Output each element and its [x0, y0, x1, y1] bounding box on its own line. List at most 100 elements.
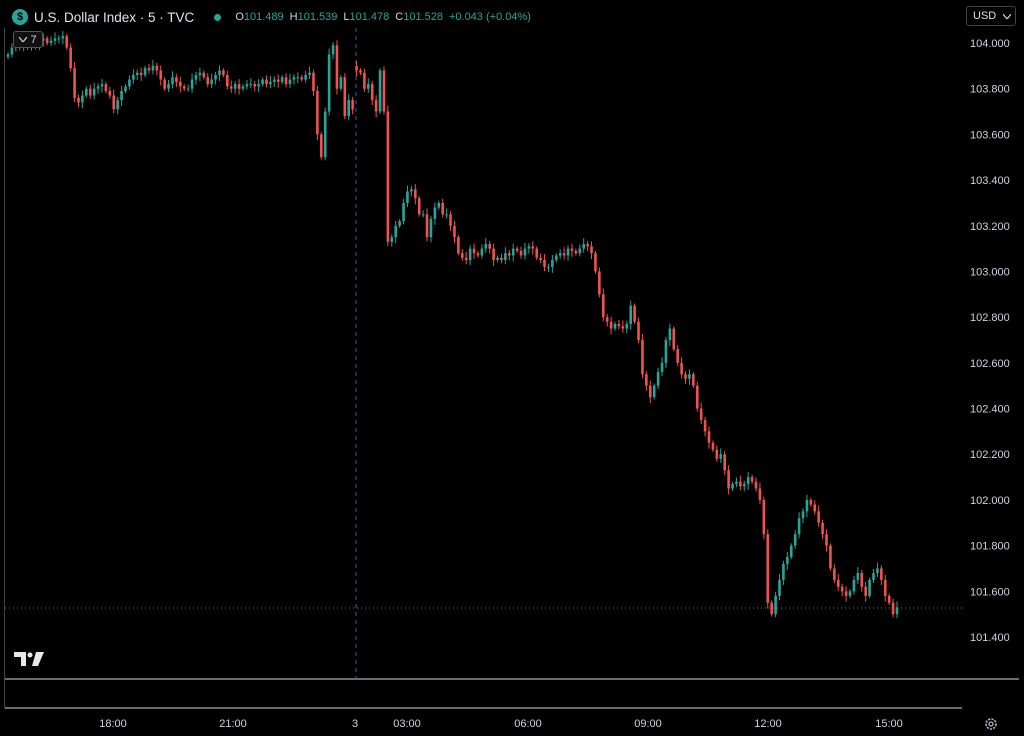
candle-down: [727, 470, 730, 489]
candle-down: [860, 573, 864, 587]
market-status-dot: [214, 13, 222, 21]
candle-down: [222, 70, 225, 75]
candle-down: [617, 324, 621, 327]
candle-down: [363, 72, 366, 89]
candle-down: [359, 70, 362, 73]
currency-select[interactable]: USD: [966, 6, 1016, 26]
candle-up: [85, 88, 88, 96]
candle-up: [805, 499, 809, 512]
candle-up: [421, 214, 425, 216]
indicator-count: 7: [30, 33, 37, 46]
candle-up: [96, 86, 100, 89]
candle-down: [276, 79, 280, 82]
candle-up: [468, 248, 472, 261]
x-tick-label: 18:00: [99, 718, 127, 730]
indicators-toggle[interactable]: 7: [13, 31, 43, 48]
y-tick-label: 103.600: [970, 129, 1010, 141]
candle-up: [480, 248, 484, 256]
settings-gear-icon[interactable]: [983, 716, 999, 732]
candle-down: [762, 499, 766, 535]
candle-down: [253, 84, 257, 87]
candle-down: [695, 385, 699, 409]
candle-down: [723, 454, 726, 471]
candle-up: [688, 374, 691, 379]
candle-up: [433, 207, 437, 219]
candle-down: [229, 86, 233, 89]
candle-up: [547, 266, 550, 268]
candle-up: [437, 202, 441, 208]
candle-down: [633, 305, 636, 322]
x-tick-label: 3: [352, 718, 358, 730]
candle-down: [758, 488, 762, 500]
candle-down: [833, 568, 836, 580]
candle-down: [648, 385, 652, 398]
candle-up: [128, 79, 131, 87]
candle-up: [778, 579, 781, 596]
candle-down: [605, 317, 609, 322]
candle-down: [386, 111, 390, 242]
candle-down: [672, 328, 676, 350]
candle-down: [707, 431, 711, 443]
candle-up: [273, 79, 276, 82]
candle-up: [57, 38, 61, 40]
x-tick-label: 12:00: [754, 718, 782, 730]
candle-down: [621, 326, 625, 329]
candle-up: [801, 511, 805, 519]
candle-up: [429, 218, 433, 238]
candle-down: [637, 321, 640, 340]
candle-up: [558, 253, 562, 256]
candle-down: [488, 244, 492, 249]
chevron-down-icon: [19, 37, 28, 42]
candle-up: [261, 79, 264, 85]
candle-up: [92, 88, 96, 96]
candle-up: [394, 225, 398, 238]
candle-up: [6, 54, 10, 57]
y-tick-label: 102.800: [970, 312, 1010, 324]
symbol-title[interactable]: U.S. Dollar Index · 5 · TVC: [34, 9, 195, 25]
candle-up: [872, 573, 875, 580]
candle-up: [81, 95, 84, 103]
candle-up: [782, 563, 785, 580]
candle-down: [840, 586, 844, 592]
candle-down: [492, 248, 495, 261]
y-tick-label: 102.600: [970, 358, 1010, 370]
candle-up: [339, 77, 343, 89]
candle-up: [135, 72, 139, 75]
candle-up: [390, 237, 394, 242]
candle-up: [527, 246, 531, 249]
candle-up: [625, 324, 629, 329]
candle-down: [316, 90, 319, 135]
candle-up: [245, 84, 249, 87]
candle-up: [308, 72, 311, 75]
candle-up: [793, 534, 797, 546]
candle-down: [355, 65, 358, 71]
candle-up: [190, 79, 194, 89]
candle-up: [288, 79, 292, 85]
candle-up: [797, 518, 801, 535]
candle-up: [167, 84, 170, 89]
candle-down: [829, 545, 832, 569]
tradingview-logo-icon[interactable]: [14, 652, 46, 666]
candle-up: [774, 595, 777, 615]
candle-down: [515, 248, 519, 251]
candle-down: [500, 257, 503, 261]
candle-up: [304, 74, 307, 80]
candle-up: [331, 45, 335, 55]
candle-up: [214, 74, 217, 80]
candle-down: [864, 586, 867, 596]
candle-down: [464, 257, 468, 261]
candle-down: [108, 90, 112, 96]
candle-down: [370, 84, 374, 101]
candle-up: [296, 77, 300, 79]
candle-down: [887, 595, 891, 603]
candle-down: [69, 47, 72, 69]
candle-up: [613, 324, 617, 329]
candle-down: [562, 253, 566, 256]
candle-down: [601, 294, 605, 318]
candle-down: [73, 68, 76, 98]
candle-up: [53, 38, 57, 41]
low-label: L: [343, 11, 350, 23]
candle-down: [476, 253, 480, 256]
candle-down: [817, 511, 820, 523]
